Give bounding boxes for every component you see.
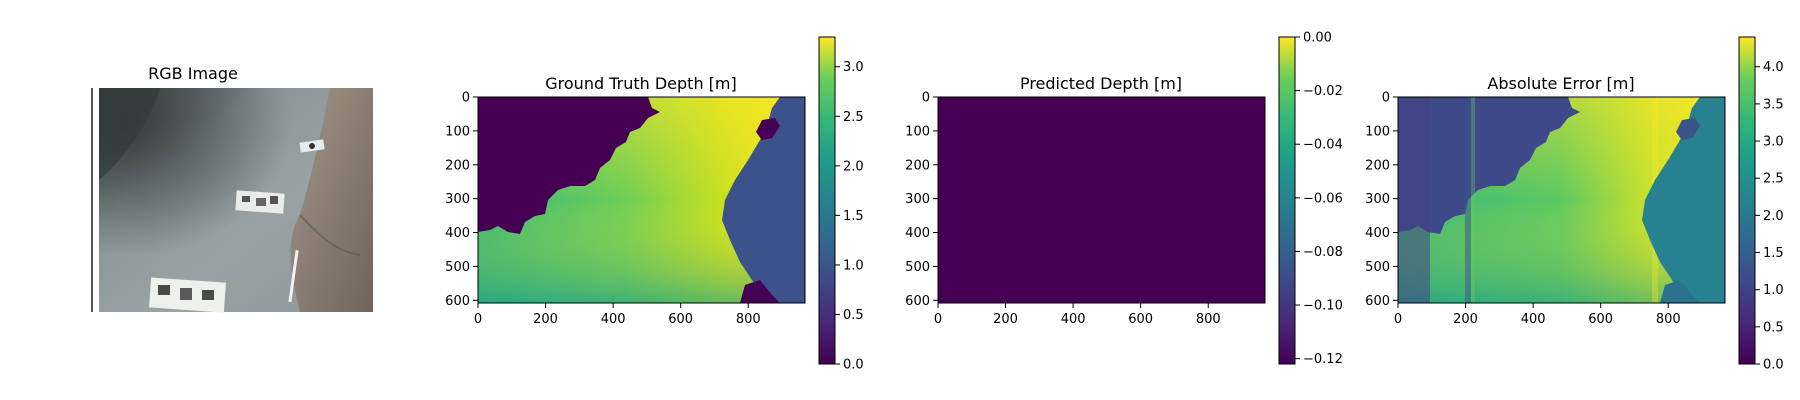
predicted-y-tick-label: 0 xyxy=(922,91,930,106)
absolute-error-colorbar xyxy=(1738,36,1756,365)
predicted-y-ticks: 0 100 200 300 400 500 600 xyxy=(905,91,938,309)
absolute-error-y-tick-label: 300 xyxy=(1365,192,1390,207)
absolute-error-heatmap xyxy=(1398,97,1725,303)
predicted-y-tick-label: 100 xyxy=(905,124,930,139)
panel-ground-truth: Ground Truth Depth [m] 0 200 400 600 800 0 10… xyxy=(445,36,864,373)
target-marker-bottom xyxy=(149,277,226,313)
absolute-error-y-tick-label: 400 xyxy=(1365,226,1390,241)
predicted-colorbar xyxy=(1278,36,1296,365)
predicted-x-tick-label: 800 xyxy=(1196,312,1221,327)
absolute-error-y-tick-label: 600 xyxy=(1365,294,1390,309)
absolute-error-colorbar-tick-label: 1.0 xyxy=(1763,283,1784,298)
absolute-error-colorbar-tick-label: 3.5 xyxy=(1763,97,1784,112)
panel-absolute-error: Absolute Error [m] 0 200 400 600 800 0 100 200… xyxy=(1365,36,1784,373)
predicted-y-tick-label: 500 xyxy=(905,260,930,275)
ground-truth-x-tick-label: 400 xyxy=(601,312,626,327)
predicted-x-tick-label: 600 xyxy=(1128,312,1153,327)
ground-truth-x-ticks: 0 200 400 600 800 xyxy=(474,303,761,327)
predicted-y-tick-label: 300 xyxy=(905,192,930,207)
ground-truth-colorbar-ticks: 0.0 0.5 1.0 1.5 2.0 2.5 3.0 xyxy=(835,60,864,373)
absolute-error-y-tick-label: 100 xyxy=(1365,124,1390,139)
ground-truth-colorbar-tick-label: 2.5 xyxy=(843,110,864,125)
ground-truth-colorbar xyxy=(818,36,836,365)
ground-truth-x-tick-label: 800 xyxy=(736,312,761,327)
predicted-x-tick-label: 0 xyxy=(934,312,942,327)
ground-truth-colorbar-tick-label: 1.0 xyxy=(843,258,864,273)
absolute-error-colorbar-tick-label: 1.5 xyxy=(1763,246,1784,261)
ground-truth-y-tick-label: 600 xyxy=(445,294,470,309)
absolute-error-x-tick-label: 800 xyxy=(1656,312,1681,327)
absolute-error-y-ticks: 0 100 200 300 400 500 600 xyxy=(1365,91,1398,309)
absolute-error-frame xyxy=(1397,96,1726,304)
rgb-image-title: RGB Image xyxy=(148,64,238,83)
ground-truth-y-tick-label: 300 xyxy=(445,192,470,207)
predicted-colorbar-tick-label: 0.00 xyxy=(1303,31,1332,46)
ground-truth-colorbar-tick-label: 2.0 xyxy=(843,159,864,174)
absolute-error-colorbar-tick-label: 4.0 xyxy=(1763,60,1784,75)
predicted-y-tick-label: 600 xyxy=(905,294,930,309)
absolute-error-title: Absolute Error [m] xyxy=(1487,74,1634,93)
predicted-title: Predicted Depth [m] xyxy=(1020,74,1182,93)
absolute-error-y-tick-label: 500 xyxy=(1365,260,1390,275)
ground-truth-x-tick-label: 600 xyxy=(668,312,693,327)
ground-truth-heatmap xyxy=(478,97,805,303)
absolute-error-colorbar-tick-label: 2.0 xyxy=(1763,209,1784,224)
predicted-colorbar-ticks: 0.00 −0.02 −0.04 −0.06 −0.08 −0.10 −0.12 xyxy=(1295,31,1343,367)
predicted-heatmap xyxy=(937,96,1266,304)
target-marker-top xyxy=(299,139,325,153)
ground-truth-y-tick-label: 0 xyxy=(462,91,470,106)
ground-truth-x-tick-label: 0 xyxy=(474,312,482,327)
ground-truth-colorbar-tick-label: 0.0 xyxy=(843,358,864,373)
ground-truth-y-tick-label: 400 xyxy=(445,226,470,241)
ground-truth-y-tick-label: 500 xyxy=(445,260,470,275)
absolute-error-x-tick-label: 200 xyxy=(1453,312,1478,327)
predicted-y-tick-label: 400 xyxy=(905,226,930,241)
predicted-x-tick-label: 200 xyxy=(993,312,1018,327)
absolute-error-colorbar-tick-label: 2.5 xyxy=(1763,172,1784,187)
absolute-error-y-tick-label: 0 xyxy=(1382,91,1390,106)
absolute-error-colorbar-tick-label: 3.0 xyxy=(1763,135,1784,150)
predicted-colorbar-tick-label: −0.02 xyxy=(1303,84,1343,99)
ground-truth-y-tick-label: 100 xyxy=(445,124,470,139)
target-marker-middle xyxy=(235,190,285,214)
rgb-image xyxy=(99,88,373,313)
absolute-error-y-tick-label: 200 xyxy=(1365,158,1390,173)
ground-truth-x-tick-label: 200 xyxy=(533,312,558,327)
absolute-error-x-tick-label: 0 xyxy=(1394,312,1402,327)
absolute-error-colorbar-tick-label: 0.5 xyxy=(1763,320,1784,335)
predicted-y-tick-label: 200 xyxy=(905,158,930,173)
absolute-error-x-tick-label: 600 xyxy=(1588,312,1613,327)
rgb-image-left-edge xyxy=(91,88,93,312)
predicted-colorbar-tick-label: −0.10 xyxy=(1303,299,1343,314)
ground-truth-colorbar-tick-label: 0.5 xyxy=(843,308,864,323)
ground-truth-y-tick-label: 200 xyxy=(445,158,470,173)
panel-predicted: Predicted Depth [m] 0 200 400 600 800 0 100 20… xyxy=(905,31,1343,368)
predicted-colorbar-tick-label: −0.12 xyxy=(1303,352,1343,367)
predicted-x-ticks: 0 200 400 600 800 xyxy=(934,303,1221,327)
ground-truth-title: Ground Truth Depth [m] xyxy=(545,74,736,93)
absolute-error-colorbar-tick-label: 0.0 xyxy=(1763,358,1784,373)
absolute-error-x-ticks: 0 200 400 600 800 xyxy=(1394,303,1681,327)
ground-truth-colorbar-tick-label: 3.0 xyxy=(843,60,864,75)
panel-rgb-image: RGB Image xyxy=(91,64,373,313)
ground-truth-colorbar-tick-label: 1.5 xyxy=(843,209,864,224)
predicted-x-tick-label: 400 xyxy=(1061,312,1086,327)
ground-truth-y-ticks: 0 100 200 300 400 500 600 xyxy=(445,91,478,309)
ground-truth-frame xyxy=(477,96,806,304)
predicted-colorbar-tick-label: −0.06 xyxy=(1303,191,1343,206)
predicted-colorbar-tick-label: −0.08 xyxy=(1303,245,1343,260)
absolute-error-x-tick-label: 400 xyxy=(1521,312,1546,327)
measuring-stick xyxy=(288,250,299,303)
predicted-colorbar-tick-label: −0.04 xyxy=(1303,138,1343,153)
absolute-error-colorbar-ticks: 0.0 0.5 1.0 1.5 2.0 2.5 3.0 3.5 4.0 xyxy=(1755,60,1784,373)
